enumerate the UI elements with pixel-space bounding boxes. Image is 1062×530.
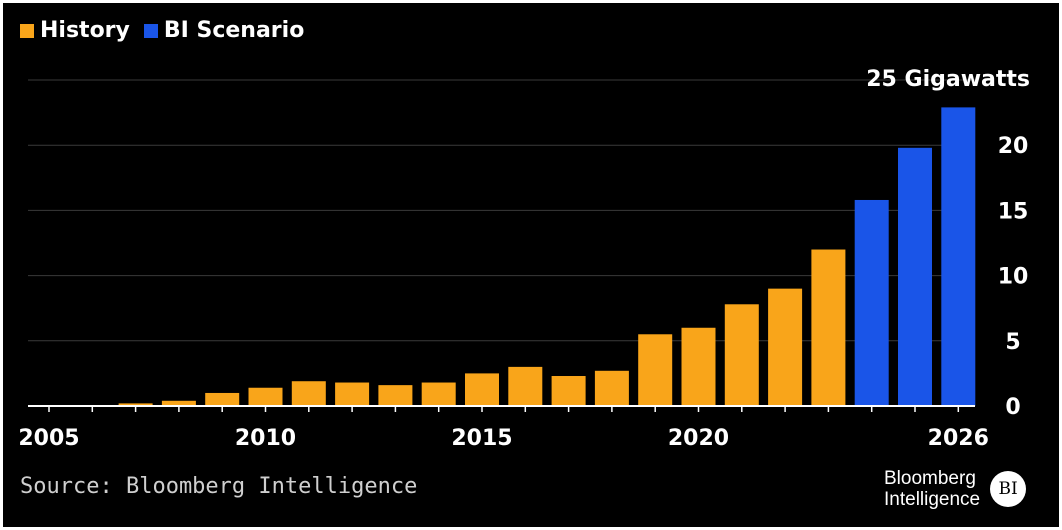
- y-tick-label: 0: [1005, 395, 1020, 420]
- logo-line-2: Intelligence: [884, 489, 981, 510]
- bar-bi-scenario: [854, 199, 889, 406]
- bar-history: [551, 376, 586, 406]
- bar-history: [681, 327, 716, 406]
- bar-history: [811, 249, 846, 406]
- bar-history: [205, 392, 240, 406]
- y-tick-label: 15: [998, 199, 1029, 224]
- y-tick-label: 10: [998, 265, 1029, 290]
- x-tick-label: 2026: [928, 426, 989, 451]
- bar-history: [768, 288, 803, 406]
- y-tick-label: 20: [998, 134, 1029, 159]
- bar-history: [421, 382, 456, 406]
- bar-history: [248, 387, 283, 406]
- legend-label-bi-scenario: BI Scenario: [163, 18, 305, 43]
- bar-history: [161, 400, 196, 406]
- legend-swatch-bi-scenario: [143, 23, 158, 38]
- legend-item-history: History: [20, 18, 130, 43]
- bar-bi-scenario: [898, 147, 932, 407]
- bar-bi-scenario: [941, 107, 976, 406]
- y-axis-unit-label: 25 Gigawatts: [866, 67, 1030, 92]
- x-tick-label: 2015: [451, 426, 512, 451]
- x-tick-label: 2005: [18, 426, 79, 451]
- bar-history: [291, 381, 326, 406]
- logo-text: Bloomberg Intelligence: [884, 468, 980, 510]
- logo-line-1: Bloomberg: [884, 468, 976, 489]
- bar-history: [724, 304, 759, 406]
- bar-history: [335, 382, 370, 406]
- bar-history: [638, 334, 673, 406]
- source-note: Source: Bloomberg Intelligence: [20, 474, 418, 499]
- legend-swatch-history: [20, 23, 34, 38]
- x-tick-label: 2020: [668, 426, 729, 451]
- legend: History BI Scenario: [20, 18, 304, 43]
- bar-history: [594, 370, 629, 406]
- legend-label-history: History: [40, 18, 130, 43]
- bar-history: [508, 366, 543, 406]
- bar-history: [118, 403, 153, 406]
- bar-history: [378, 385, 413, 406]
- x-tick-label: 2010: [235, 426, 296, 451]
- bar-history: [465, 373, 499, 406]
- y-tick-label: 5: [1005, 330, 1020, 355]
- legend-item-bi-scenario: BI Scenario: [143, 18, 305, 43]
- bloomberg-intelligence-logo: Bloomberg Intelligence BI: [884, 468, 1027, 510]
- logo-badge: BI: [990, 471, 1027, 507]
